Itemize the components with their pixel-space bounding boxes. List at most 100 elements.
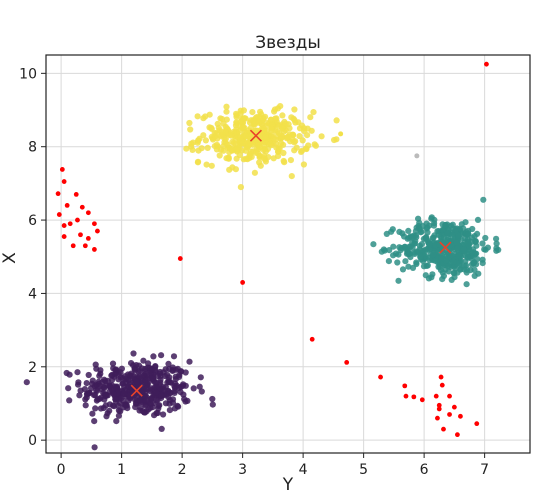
x-axis-ticks: 0 1 2 3 4 5 6 7 <box>57 453 489 478</box>
cluster-point <box>112 396 119 403</box>
noise-point <box>67 221 73 227</box>
cluster-point <box>270 155 277 162</box>
cluster-point <box>482 234 489 242</box>
cluster-point <box>464 240 471 247</box>
x-axis-label: Y <box>282 475 294 494</box>
cluster-point <box>312 142 319 149</box>
cluster-point <box>405 227 412 234</box>
cluster-point <box>113 385 120 392</box>
cluster-point <box>304 125 311 132</box>
cluster-point <box>415 248 422 255</box>
cluster-point <box>257 162 264 169</box>
cluster-point <box>442 222 449 229</box>
noise-point <box>177 256 183 261</box>
noise-point <box>474 421 480 427</box>
cluster-point <box>252 149 259 156</box>
noise-point <box>433 393 439 399</box>
noise-point <box>61 234 67 239</box>
cluster-point <box>420 263 428 270</box>
cluster-point <box>429 257 436 264</box>
cluster-point <box>195 137 202 144</box>
cluster-point <box>119 380 126 387</box>
cluster-point <box>152 367 159 374</box>
cluster-point <box>153 397 160 404</box>
noise-point <box>82 243 88 249</box>
cluster-point <box>186 358 193 365</box>
cluster-point <box>474 230 481 237</box>
cluster-point <box>262 113 269 120</box>
cluster-point <box>106 401 113 408</box>
cluster-point <box>143 397 150 404</box>
cluster-point <box>280 141 287 148</box>
cluster-point <box>262 133 269 140</box>
cluster-point <box>86 389 93 396</box>
cluster-point <box>257 138 264 145</box>
noise-point <box>439 382 445 388</box>
cluster-point <box>76 392 83 399</box>
cluster-point <box>417 253 424 260</box>
cluster-point <box>219 131 226 138</box>
cluster-point <box>234 145 241 152</box>
cluster-point <box>449 231 456 239</box>
cluster-point <box>415 215 422 222</box>
y-tick-label: 6 <box>28 213 37 229</box>
cluster-point <box>213 146 220 153</box>
cluster-point <box>173 382 180 389</box>
cluster-point <box>147 367 154 374</box>
cluster-point <box>455 232 462 239</box>
noise-point <box>85 210 91 216</box>
cluster-point <box>249 109 256 116</box>
cluster-point <box>480 196 487 203</box>
cluster-point <box>141 409 148 416</box>
cluster-point <box>484 244 491 251</box>
cluster-point <box>23 379 30 386</box>
cluster-point <box>158 425 165 432</box>
x-tick-label: 3 <box>238 462 247 478</box>
cluster-point <box>182 369 189 376</box>
x-tick-label: 1 <box>117 462 126 478</box>
cluster-point <box>479 260 486 267</box>
cluster-point <box>225 155 232 162</box>
cluster-point <box>115 407 122 414</box>
cluster-point <box>273 115 280 122</box>
cluster-point <box>395 251 402 258</box>
cluster-point <box>292 138 299 145</box>
cluster-point <box>106 382 113 389</box>
cluster-point <box>209 401 216 408</box>
cluster-point <box>380 246 387 253</box>
cluster-point <box>196 383 203 390</box>
noise-point <box>447 393 452 399</box>
cluster-point <box>223 108 230 115</box>
noise-point <box>402 383 408 389</box>
cluster-point <box>97 405 104 412</box>
cluster-point <box>472 238 479 245</box>
cluster-point <box>462 258 469 265</box>
cluster-point <box>299 137 306 144</box>
noise-point <box>64 202 70 208</box>
cluster-point <box>402 258 409 265</box>
x-tick-label: 7 <box>480 462 489 478</box>
y-tick-label: 8 <box>28 140 37 156</box>
noise-point <box>79 204 85 210</box>
cluster-point <box>202 137 209 144</box>
cluster-point <box>401 233 408 240</box>
cluster-point <box>416 226 423 233</box>
cluster-point <box>176 373 183 380</box>
cluster-point <box>445 263 452 270</box>
noise-point <box>419 397 425 403</box>
cluster-point <box>158 392 165 400</box>
y-axis-label: X <box>0 252 20 264</box>
cluster-point <box>83 380 90 387</box>
cluster-point <box>152 389 160 396</box>
y-tick-label: 4 <box>28 286 37 302</box>
cluster-point <box>66 397 73 404</box>
noise-point <box>78 232 83 238</box>
cluster-point <box>102 393 109 400</box>
cluster-point <box>242 133 250 140</box>
cluster-point <box>66 371 73 378</box>
stray-point <box>338 131 344 137</box>
cluster-point <box>303 145 310 153</box>
cluster-point <box>220 120 227 127</box>
cluster-point <box>465 231 472 238</box>
cluster-point <box>170 353 178 360</box>
